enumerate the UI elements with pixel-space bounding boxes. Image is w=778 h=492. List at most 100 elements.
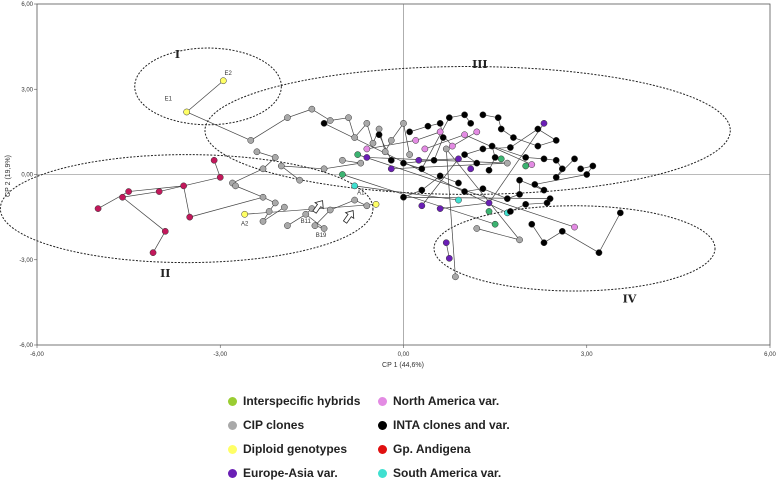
data-point [320, 225, 328, 232]
tree-edge [421, 117, 450, 169]
data-point [503, 195, 511, 203]
data-point [479, 145, 487, 153]
legend: Interspecific hybrids North America var. C… [228, 394, 588, 486]
data-point [473, 225, 481, 232]
data-point [210, 156, 218, 164]
data-point [308, 105, 316, 113]
x-axis-label: CP 1 (44,6%) [382, 362, 424, 369]
tree-edge [488, 123, 545, 204]
data-point [540, 186, 548, 194]
data-point [510, 134, 517, 141]
tree-edge [235, 185, 264, 198]
data-point [265, 208, 273, 215]
tree-edge [421, 175, 441, 191]
data-point [461, 111, 468, 119]
data-point [452, 273, 459, 281]
legend-swatch [378, 420, 387, 430]
x-tick-label: -6,00 [30, 352, 44, 358]
data-point [415, 156, 423, 164]
legend-swatch [378, 468, 387, 478]
legend-item: Diploid genotypes [228, 442, 347, 456]
y-tick-label: 6,00 [21, 2, 33, 8]
data-point [455, 155, 462, 163]
data-point [461, 188, 468, 195]
tree-edge [183, 185, 191, 218]
data-point [219, 77, 227, 85]
data-point [180, 182, 187, 190]
tree-edge [232, 168, 264, 184]
pointer-arrow-icon [342, 210, 355, 224]
data-point [326, 117, 334, 124]
point-label: E1 [165, 97, 173, 103]
data-point [516, 236, 523, 244]
data-point [363, 202, 371, 210]
data-point [271, 154, 279, 161]
data-point [418, 186, 426, 194]
tree-edge [311, 108, 331, 121]
data-point [540, 239, 548, 247]
data-point [119, 193, 126, 201]
legend-label: Diploid genotypes [243, 442, 348, 456]
point-label: A2 [241, 222, 249, 228]
data-point [302, 210, 310, 218]
tree-edge [314, 209, 331, 226]
data-point [271, 199, 279, 207]
data-point [455, 179, 462, 187]
data-point [241, 210, 249, 218]
data-point [161, 227, 169, 235]
data-point [558, 227, 566, 235]
data-point [125, 188, 132, 195]
tree-edge [537, 128, 557, 141]
tree-edge [378, 134, 392, 161]
data-point [363, 145, 371, 153]
data-point [400, 120, 407, 127]
data-point [445, 114, 453, 122]
legend-label: Interspecific hybrids [243, 394, 361, 408]
data-point [296, 176, 304, 184]
data-point [461, 131, 468, 139]
point-label: E2 [225, 71, 233, 77]
tree-edge [531, 224, 545, 243]
data-point [485, 199, 493, 207]
tree-edge [464, 134, 532, 165]
tree-edge [348, 117, 355, 138]
tree-edge [122, 191, 160, 198]
data-point [552, 156, 560, 164]
x-tick-label: 0,00 [398, 352, 410, 358]
data-point [424, 122, 432, 130]
data-point [387, 137, 395, 144]
tree-edge [122, 196, 166, 232]
data-point [442, 239, 450, 247]
data-point [507, 144, 514, 151]
data-point [485, 208, 493, 215]
data-point [406, 128, 413, 136]
legend-item: Interspecific hybrids [228, 394, 360, 408]
tree-edge [159, 177, 221, 192]
data-point [543, 199, 551, 207]
data-point [473, 159, 481, 167]
legend-item: North America var. [378, 394, 499, 408]
tree-edge [305, 214, 325, 229]
tree-edge [440, 202, 490, 209]
data-point [436, 205, 444, 212]
pca-scatter-chart: -6,00 -3,00 0,00 3,00 6,00 6,00 3,00 0,00 -3,00 -… [0, 2, 776, 369]
tree-edge [366, 140, 416, 150]
data-point [479, 111, 487, 119]
data-point [387, 165, 395, 173]
tree-edge [342, 174, 496, 225]
data-point [284, 222, 291, 229]
point-label: A1 [357, 190, 365, 196]
tree-edge [424, 134, 465, 150]
data-point [430, 156, 438, 164]
legend-label: CIP clones [243, 418, 305, 432]
tree-edge [513, 137, 538, 147]
data-point [577, 165, 584, 173]
y-tick-label: -3,00 [19, 258, 33, 264]
tree-edge [287, 213, 306, 226]
data-point [155, 188, 163, 195]
data-point [247, 137, 255, 144]
data-point [345, 114, 352, 122]
data-point [503, 159, 511, 167]
data-point [259, 218, 267, 225]
data-point [320, 120, 328, 127]
